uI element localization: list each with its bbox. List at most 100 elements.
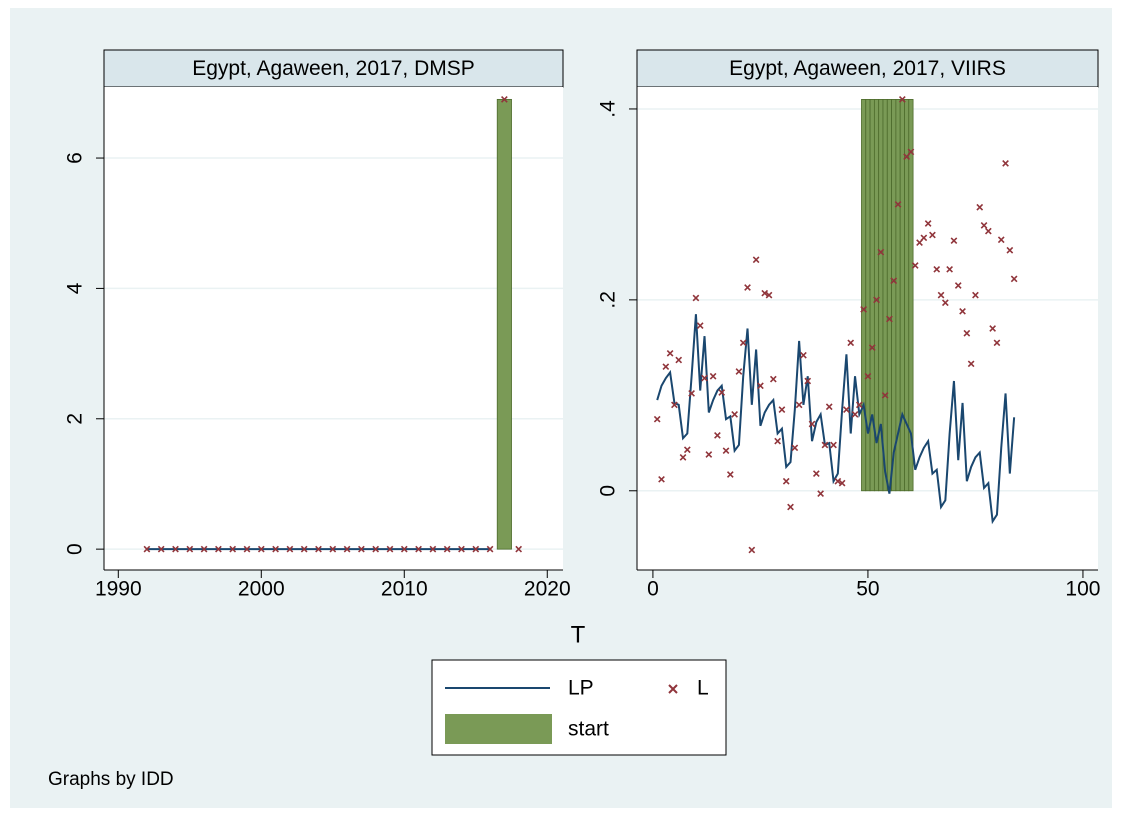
y-tick-label: 6 [64,152,87,164]
marker [458,545,465,553]
marker [886,315,893,323]
marker [937,291,945,299]
marker [186,545,194,553]
y-tick-label: .2 [597,291,620,309]
marker [688,390,695,397]
marker [666,349,674,357]
marker [400,545,408,553]
legend-marker [668,684,678,694]
marker [415,545,422,553]
marker [1006,246,1014,254]
marker [286,545,294,553]
marker [315,545,322,553]
marker [817,490,824,498]
marker [877,248,885,256]
marker [838,479,846,487]
marker [429,545,437,553]
marker [834,477,842,485]
marker [705,451,713,458]
marker [515,545,523,553]
bar [869,99,875,492]
marker [894,201,902,208]
marker [787,503,794,511]
marker [157,545,165,553]
marker [924,220,932,227]
marker [954,282,962,289]
marker [748,546,756,554]
marker [229,545,237,553]
marker [722,447,730,455]
marker [933,265,941,273]
marker [997,236,1005,244]
marker [791,444,799,452]
marker [714,432,721,439]
marker [976,203,984,211]
marker [950,237,958,245]
marker [825,403,833,411]
x-tick-label: 2020 [524,578,571,601]
marker [701,374,708,382]
panel-title: Egypt, Agaween, 2017, DMSP [192,57,475,80]
marker [243,545,251,553]
x-tick-label: 2000 [238,578,285,601]
marker [671,401,678,409]
marker [735,368,743,375]
marker [443,545,451,553]
legend-label: LP [568,677,594,700]
panel-header [103,49,564,88]
marker [329,545,337,553]
marker [907,148,915,156]
marker [752,256,760,264]
marker [726,471,734,478]
marker [868,344,876,351]
marker [486,545,494,553]
marker [372,545,380,553]
marker [709,372,717,380]
marker [989,325,997,332]
marker [501,96,508,103]
marker [1002,159,1009,167]
marker [812,470,820,477]
marker [200,545,208,553]
marker [993,339,1001,347]
marker [683,446,691,454]
marker [257,545,265,553]
marker [472,545,480,553]
marker [980,222,988,229]
marker [795,401,803,409]
x-tick-label: 50 [856,578,879,601]
x-axis-title: T [571,621,586,648]
line [656,314,1016,525]
bar [886,99,892,492]
panel-header [636,49,1099,88]
y-tick-label: 0 [64,543,87,555]
y-tick-label: 0 [597,485,620,497]
marker [769,375,777,383]
marker [911,262,919,269]
marker [864,372,872,380]
marker [739,339,747,347]
marker [972,291,979,299]
marker [1010,275,1018,283]
plot-area [104,87,563,570]
marker [675,356,683,364]
marker [890,277,898,285]
marker [761,289,769,297]
note: Graphs by IDD [48,769,174,790]
marker [808,420,816,428]
marker [920,234,928,242]
marker [898,96,906,103]
marker [830,441,837,449]
marker [860,306,867,313]
x-tick-label: 0 [647,578,659,601]
marker [744,284,751,291]
bar [496,98,512,550]
x-tick-label: 1990 [95,578,142,601]
marker [946,265,954,273]
bar [891,99,897,492]
marker [800,351,807,359]
marker [959,307,966,315]
marker [172,545,179,553]
